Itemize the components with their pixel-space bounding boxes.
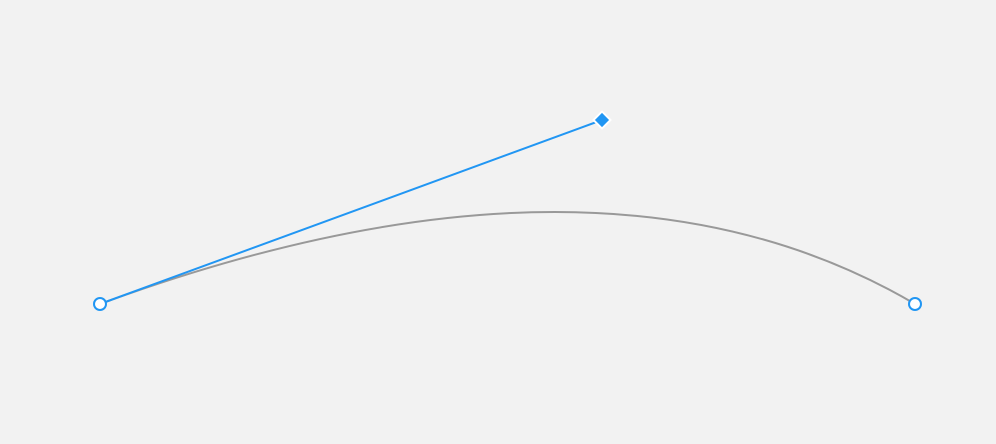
start-anchor-point[interactable] (93, 297, 107, 311)
control-handle-line (99, 119, 603, 305)
control-point-handle[interactable] (592, 110, 612, 130)
control-point-icon[interactable] (594, 112, 610, 128)
bezier-curve (99, 211, 916, 305)
end-anchor-point[interactable] (908, 297, 922, 311)
